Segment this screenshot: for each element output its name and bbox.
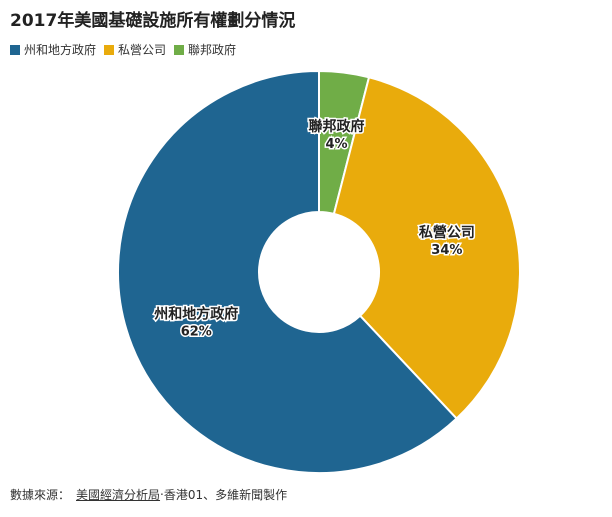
slice-name-label: 州和地方政府 <box>153 306 238 323</box>
legend-item: 聯邦政府 <box>174 41 236 58</box>
slice-value-label: 34% <box>431 243 462 258</box>
legend-swatch <box>10 44 20 55</box>
legend-item: 私營公司 <box>104 41 166 58</box>
slice-name-label: 聯邦政府 <box>309 118 365 135</box>
slice-name-label: 私營公司 <box>419 224 475 241</box>
source-prefix: 數據來源： <box>10 488 71 502</box>
source-link[interactable]: 美國經濟分析局 <box>76 488 161 502</box>
source-suffix: ‧香港01、多維新聞製作 <box>160 488 288 502</box>
legend-swatch <box>174 44 185 55</box>
source-note: 數據來源： 美國經濟分析局‧香港01、多維新聞製作 <box>10 486 287 503</box>
legend-label: 私營公司 <box>118 43 167 57</box>
slice-value-label: 4% <box>326 137 348 152</box>
legend-item: 州和地方政府 <box>10 41 96 58</box>
chart-legend: 州和地方政府 私營公司 聯邦政府 <box>10 41 244 58</box>
chart-title: 2017年美國基礎設施所有權劃分情況 <box>10 11 296 31</box>
donut-slice[interactable] <box>117 69 459 474</box>
slice-value-label: 62% <box>181 325 212 340</box>
legend-label: 州和地方政府 <box>24 43 97 57</box>
legend-swatch <box>104 44 115 55</box>
donut-slice[interactable] <box>332 76 521 420</box>
legend-label: 聯邦政府 <box>188 43 237 57</box>
